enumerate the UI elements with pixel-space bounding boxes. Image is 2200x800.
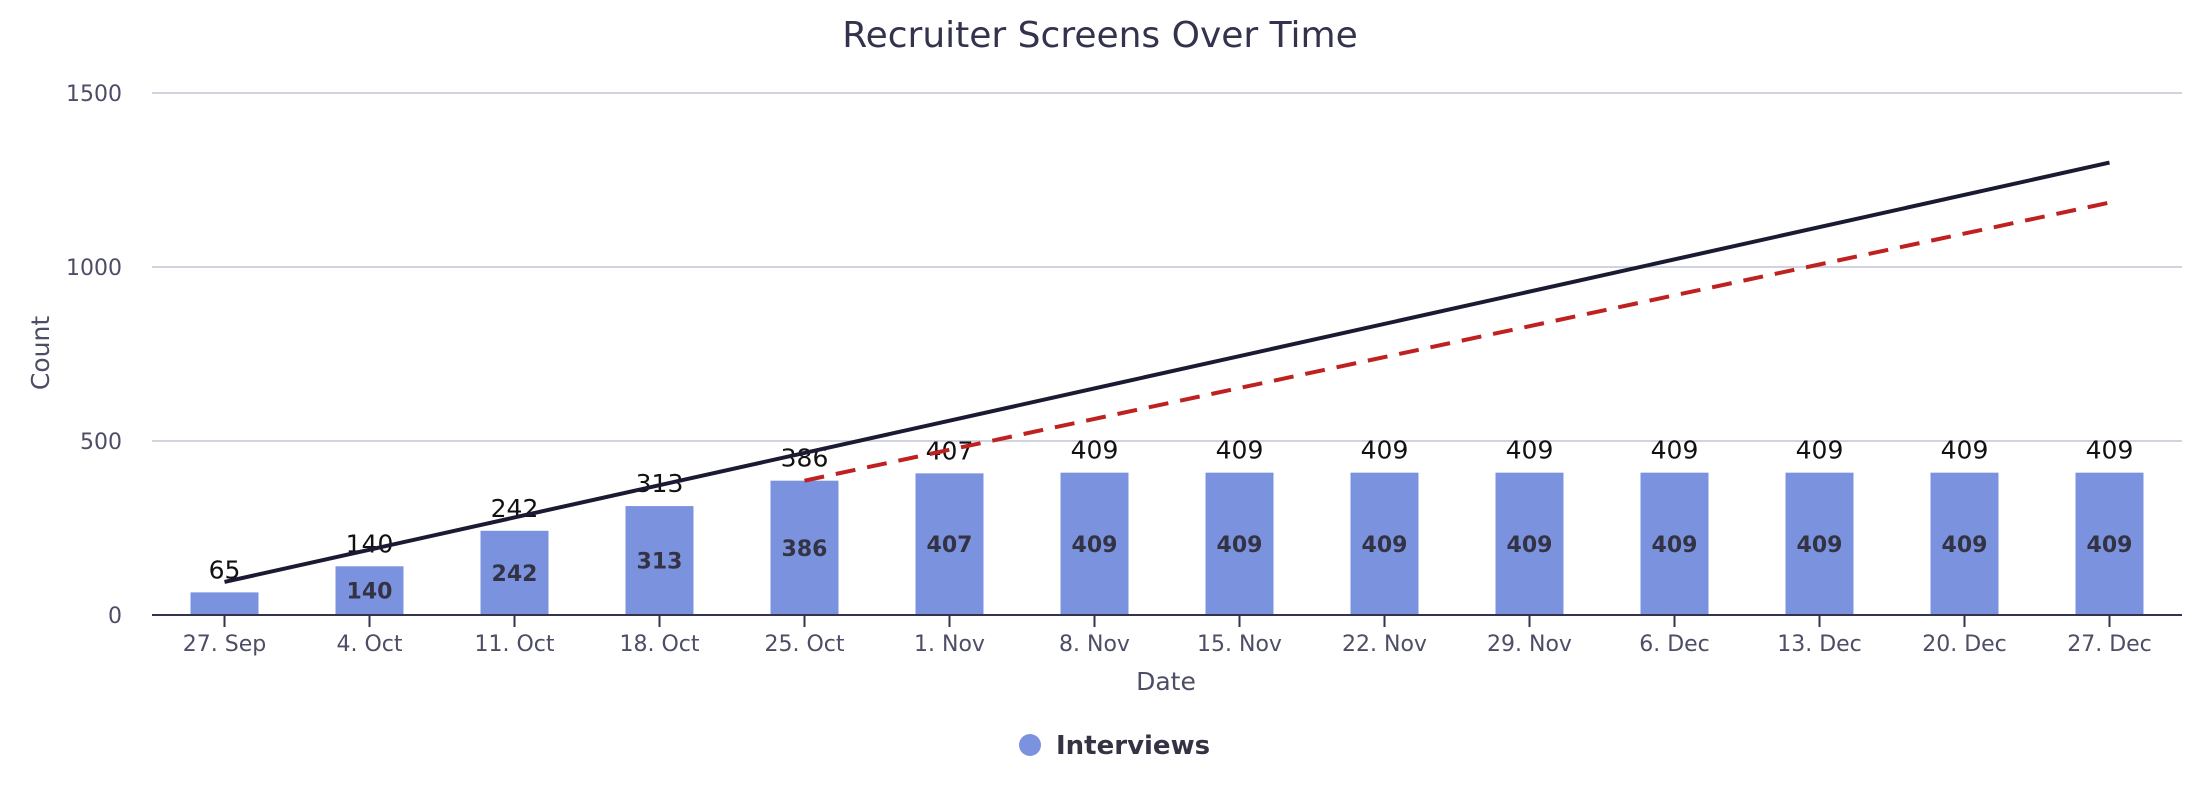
bar[interactable] xyxy=(1785,472,1854,615)
bar-inner-label: 409 xyxy=(1942,533,1988,558)
y-tick-label: 1000 xyxy=(66,256,122,281)
dashed-trend-line xyxy=(804,200,2110,483)
bar-top-label: 409 xyxy=(1941,436,1989,465)
bar[interactable] xyxy=(335,566,404,615)
x-axis-title: Date xyxy=(1136,667,1196,696)
bar[interactable] xyxy=(1350,472,1419,615)
gridlines xyxy=(152,92,2182,442)
bar-inner-label: 409 xyxy=(1217,533,1263,558)
bar[interactable] xyxy=(2075,472,2144,615)
x-axis-ticks: 27. Sep 4. Oct 11. Oct 18. Oct 25. Oct 1. Nov… xyxy=(183,615,2152,657)
bar[interactable] xyxy=(1640,472,1709,615)
bar-inner-label: 407 xyxy=(927,533,973,558)
bar[interactable] xyxy=(625,506,694,615)
x-tick-label: 8. Nov xyxy=(1059,632,1130,657)
bar-top-label: 409 xyxy=(1651,436,1699,465)
bar-top-label: 409 xyxy=(1216,436,1264,465)
bar-inner-label: 409 xyxy=(1362,533,1408,558)
y-tick-label: 500 xyxy=(80,430,122,455)
legend[interactable]: Interviews xyxy=(1019,731,1210,761)
bar[interactable] xyxy=(1495,472,1564,615)
bar-series: 6514014024224231331338638640740740940940… xyxy=(190,436,2144,615)
bar[interactable] xyxy=(190,592,259,615)
solid-trend-line xyxy=(224,160,2110,584)
bar[interactable] xyxy=(1930,472,1999,615)
y-axis-title: Count xyxy=(26,316,55,390)
legend-swatch-interviews xyxy=(1019,734,1041,756)
x-tick-label: 4. Oct xyxy=(336,632,402,657)
legend-label-interviews: Interviews xyxy=(1056,731,1210,761)
bar[interactable] xyxy=(770,480,839,615)
y-axis-ticks: 0 500 1000 1500 xyxy=(66,82,122,629)
bar-inner-label: 409 xyxy=(1507,533,1553,558)
bar-inner-label: 242 xyxy=(492,562,538,587)
bar-inner-label: 409 xyxy=(2087,533,2133,558)
bar[interactable] xyxy=(1205,472,1274,615)
bar-inner-label: 386 xyxy=(782,537,828,562)
y-tick-label: 1500 xyxy=(66,82,122,107)
x-tick-label: 1. Nov xyxy=(914,632,985,657)
bar-top-label: 409 xyxy=(1071,436,1119,465)
x-tick-label: 20. Dec xyxy=(1922,632,2007,657)
bar-top-label: 409 xyxy=(1361,436,1409,465)
bar[interactable] xyxy=(1060,472,1129,615)
x-tick-label: 6. Dec xyxy=(1639,632,1710,657)
x-tick-label: 18. Oct xyxy=(619,632,699,657)
bar-inner-label: 409 xyxy=(1072,533,1118,558)
bar-top-label: 409 xyxy=(1506,436,1554,465)
bar[interactable] xyxy=(915,473,984,615)
bar-inner-label: 409 xyxy=(1797,533,1843,558)
x-tick-label: 15. Nov xyxy=(1197,632,1282,657)
x-tick-label: 25. Oct xyxy=(764,632,844,657)
y-tick-label: 0 xyxy=(108,604,122,629)
trend-lines xyxy=(224,160,2110,584)
x-tick-label: 27. Sep xyxy=(183,632,266,657)
x-tick-label: 13. Dec xyxy=(1777,632,1862,657)
bar-top-label: 409 xyxy=(2086,436,2134,465)
chart-title: Recruiter Screens Over Time xyxy=(842,15,1358,56)
x-tick-label: 27. Dec xyxy=(2067,632,2152,657)
bar-top-label: 407 xyxy=(926,436,974,465)
bar[interactable] xyxy=(480,530,549,615)
bar-inner-label: 313 xyxy=(637,550,683,575)
x-tick-label: 11. Oct xyxy=(474,632,554,657)
x-tick-label: 29. Nov xyxy=(1487,632,1572,657)
bar-inner-label: 140 xyxy=(347,580,393,605)
bar-top-label: 409 xyxy=(1796,436,1844,465)
x-tick-label: 22. Nov xyxy=(1342,632,1427,657)
bar-inner-label: 409 xyxy=(1652,533,1698,558)
